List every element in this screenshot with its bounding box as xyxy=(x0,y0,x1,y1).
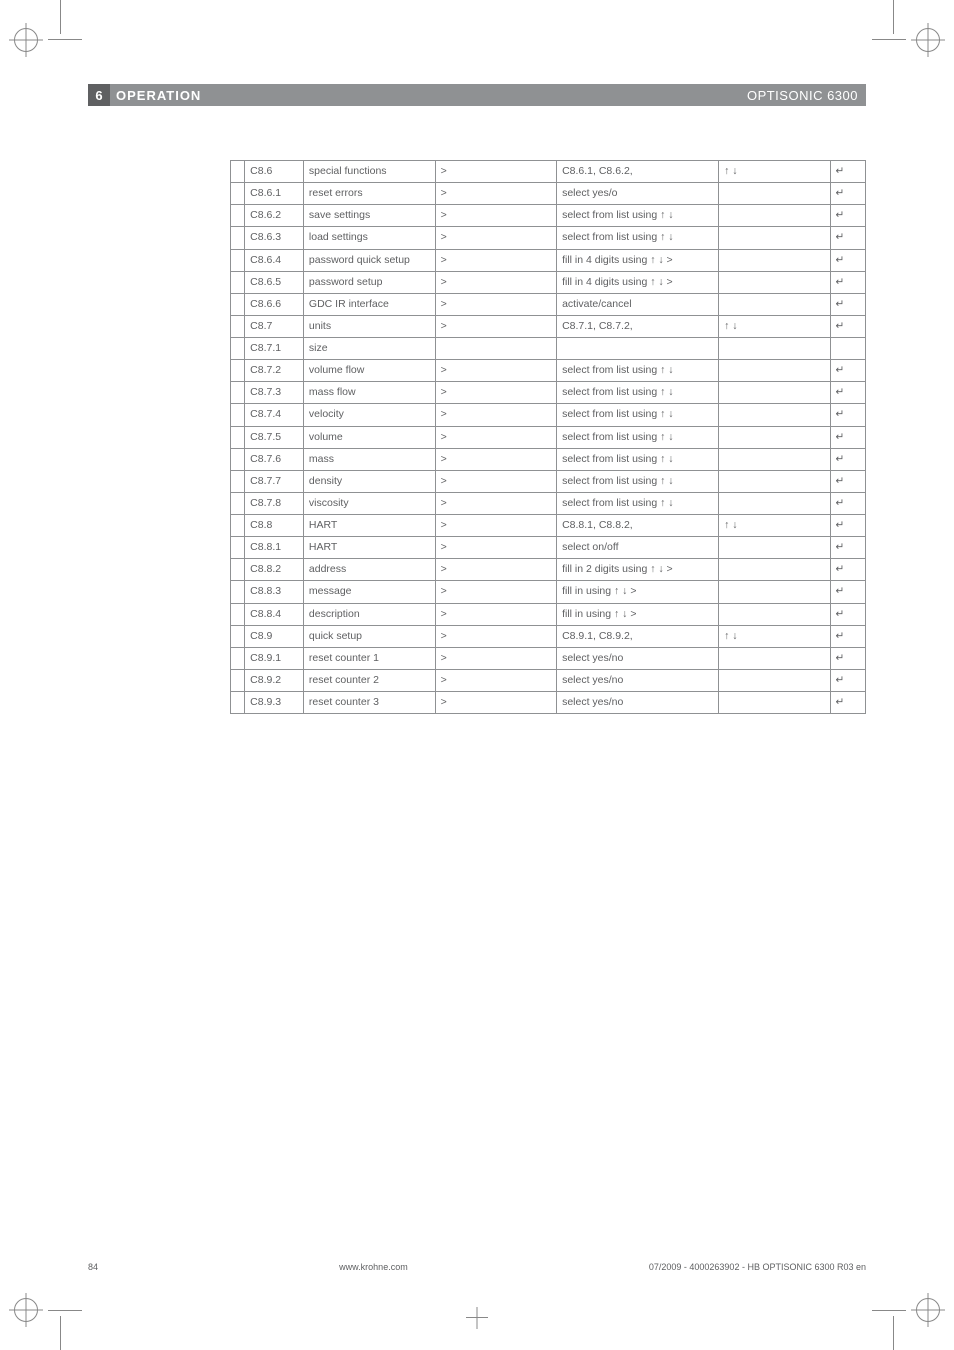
table-row: C8.8.4description>fill in using ↑ ↓ >↵ xyxy=(231,603,866,625)
table-row: C8.6special functions>C8.6.1, C8.6.2,↑ ↓… xyxy=(231,161,866,183)
menu-table: C8.6special functions>C8.6.1, C8.6.2,↑ ↓… xyxy=(230,160,866,714)
table-row: C8.6.3load settings>select from list usi… xyxy=(231,227,866,249)
table-row: C8.6.4password quick setup>fill in 4 dig… xyxy=(231,249,866,271)
crop-h-bl xyxy=(48,1310,82,1311)
table-row: C8.9.2reset counter 2>select yes/no↵ xyxy=(231,669,866,691)
table-row: C8.7.3mass flow>select from list using ↑… xyxy=(231,382,866,404)
footer-url: www.krohne.com xyxy=(339,1262,408,1272)
crop-v-tr xyxy=(893,0,894,34)
table-row: C8.7.4velocity>select from list using ↑ … xyxy=(231,404,866,426)
reg-mark-br xyxy=(916,1298,940,1322)
reg-mark-tr xyxy=(916,28,940,52)
table-row: C8.8.3message>fill in using ↑ ↓ >↵ xyxy=(231,581,866,603)
table-row: C8.6.2save settings>select from list usi… xyxy=(231,205,866,227)
table-row: C8.7.6mass>select from list using ↑ ↓↵ xyxy=(231,448,866,470)
table-row: C8.6.5password setup>fill in 4 digits us… xyxy=(231,271,866,293)
table-row: C8.8.2address>fill in 2 digits using ↑ ↓… xyxy=(231,559,866,581)
table-row: C8.9quick setup>C8.9.1, C8.9.2,↑ ↓↵ xyxy=(231,625,866,647)
reg-mark-bl xyxy=(14,1298,38,1322)
table-row: C8.9.1reset counter 1>select yes/no↵ xyxy=(231,647,866,669)
table-row: C8.7.8viscosity>select from list using ↑… xyxy=(231,492,866,514)
page-title: OPERATION xyxy=(116,88,747,103)
fold-cross-v xyxy=(477,1307,478,1329)
crop-v-br xyxy=(893,1316,894,1350)
footer-doc: 07/2009 - 4000263902 - HB OPTISONIC 6300… xyxy=(649,1262,866,1272)
table-row: C8.6.1reset errors>select yes/o↵ xyxy=(231,183,866,205)
header-bar: 6 OPERATION OPTISONIC 6300 xyxy=(88,84,866,106)
table-row: C8.7.5volume>select from list using ↑ ↓↵ xyxy=(231,426,866,448)
table-row: C8.7.2volume flow>select from list using… xyxy=(231,360,866,382)
table-row: C8.6.6GDC IR interface>activate/cancel↵ xyxy=(231,293,866,315)
product-name: OPTISONIC 6300 xyxy=(747,88,858,103)
crop-h-tl xyxy=(48,39,82,40)
section-number: 6 xyxy=(88,84,110,106)
crop-v-bl xyxy=(60,1316,61,1350)
footer: 84 www.krohne.com 07/2009 - 4000263902 -… xyxy=(88,1262,866,1272)
table-row: C8.8HART>C8.8.1, C8.8.2,↑ ↓↵ xyxy=(231,515,866,537)
table-row: C8.9.3reset counter 3>select yes/no↵ xyxy=(231,692,866,714)
table-row: C8.7.7density>select from list using ↑ ↓… xyxy=(231,470,866,492)
crop-h-tr xyxy=(872,39,906,40)
table-row: C8.8.1HART>select on/off↵ xyxy=(231,537,866,559)
table-row: C8.7.1size xyxy=(231,338,866,360)
table-row: C8.7units>C8.7.1, C8.7.2,↑ ↓↵ xyxy=(231,315,866,337)
reg-mark-tl xyxy=(14,28,38,52)
page-number: 84 xyxy=(88,1262,98,1272)
crop-v-tl xyxy=(60,0,61,34)
crop-h-br xyxy=(872,1310,906,1311)
